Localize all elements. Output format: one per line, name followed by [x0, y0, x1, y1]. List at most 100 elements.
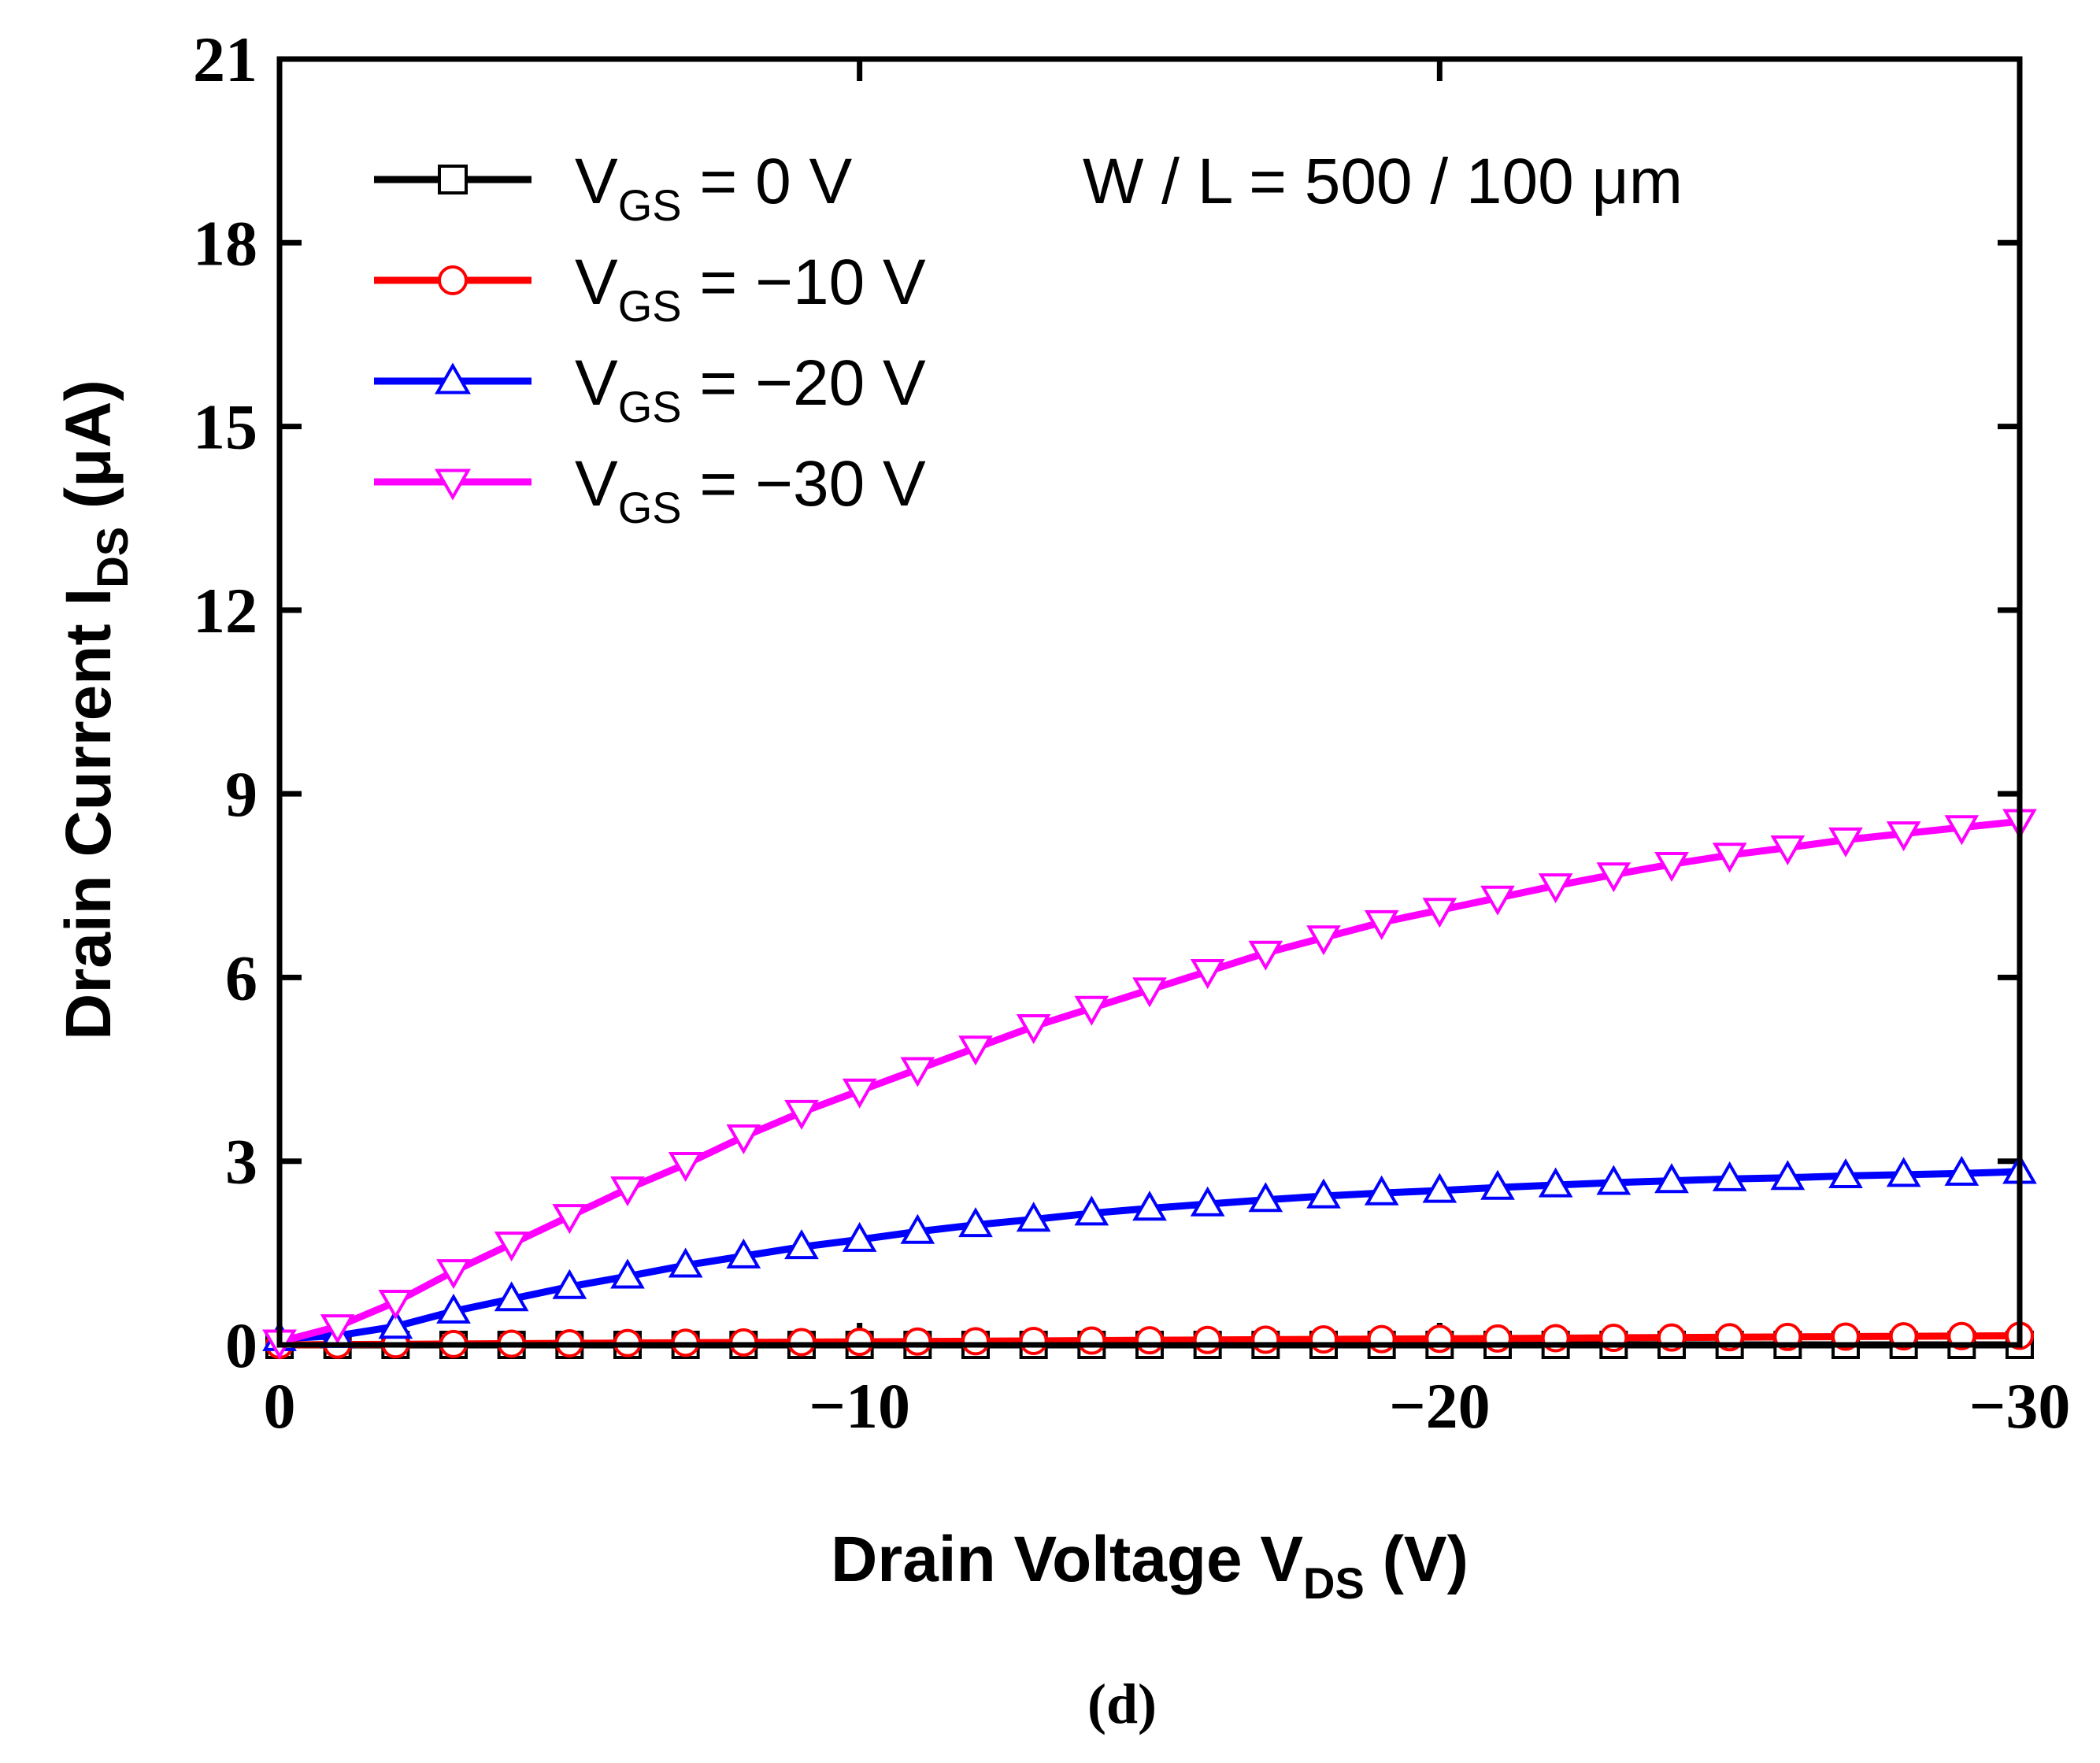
- y-tick-label: 0: [225, 1309, 257, 1381]
- x-tick-label: −30: [1969, 1370, 2071, 1442]
- data-point: [1309, 1325, 1338, 1354]
- data-point: [900, 1213, 935, 1244]
- data-point: [1422, 1172, 1457, 1203]
- series-2: [262, 1154, 2037, 1351]
- data-point: [1828, 1157, 1863, 1188]
- y-tick-label: 6: [225, 942, 257, 1013]
- data-point: [610, 1258, 645, 1289]
- x-axis-title: Drain Voltage VDS (V): [831, 1524, 1469, 1608]
- legend-label: VGS = −30 V: [575, 448, 926, 532]
- data-point: [1712, 843, 1747, 873]
- figure-caption: (d): [1087, 1672, 1157, 1735]
- data-point: [1770, 1160, 1806, 1191]
- data-point: [842, 1221, 877, 1252]
- data-point: [1712, 1161, 1747, 1191]
- data-point: [900, 1057, 935, 1087]
- legend: VGS = 0 V VGS = −10 V VGS = −20 V VGS = −30…: [374, 146, 926, 532]
- data-point: [1016, 1202, 1051, 1232]
- legend-item: VGS = 0 V: [374, 146, 852, 230]
- data-point: [1132, 1191, 1167, 1221]
- data-point: [1364, 1175, 1399, 1206]
- data-point: [552, 1269, 587, 1299]
- legend-label: VGS = −10 V: [575, 246, 926, 331]
- plot-frame: [276, 56, 2023, 1348]
- data-point: [845, 1328, 874, 1357]
- data-point: [784, 1229, 819, 1260]
- data-point: [1944, 815, 1980, 846]
- legend-label: VGS = 0 V: [575, 146, 852, 230]
- data-point: [1074, 995, 1109, 1026]
- legend-item: VGS = −20 V: [374, 347, 926, 431]
- data-point: [726, 1124, 761, 1155]
- legend-item: VGS = −10 V: [374, 246, 926, 331]
- data-point: [958, 1035, 993, 1066]
- data-point: [434, 469, 472, 501]
- y-tick-label: 9: [225, 758, 257, 830]
- data-point: [1074, 1195, 1109, 1226]
- data-point: [1538, 873, 1573, 904]
- data-point: [1654, 1163, 1689, 1194]
- data-point: [436, 1259, 471, 1290]
- data-point: [961, 1327, 990, 1356]
- legend-label: VGS = −20 V: [575, 347, 926, 431]
- data-point: [842, 1078, 877, 1109]
- data-point: [1886, 821, 1921, 852]
- data-point: [1538, 1167, 1573, 1198]
- x-tick-label: 0: [264, 1370, 296, 1442]
- data-point: [1828, 827, 1863, 857]
- data-point: [1306, 925, 1341, 956]
- data-point: [1193, 1325, 1222, 1354]
- data-point: [1367, 1324, 1396, 1354]
- series-1: [265, 1321, 2034, 1359]
- data-point: [1306, 1178, 1341, 1209]
- y-axis-title: Drain Current IDS (μA): [53, 380, 137, 1040]
- y-tick-label: 12: [193, 575, 257, 646]
- data-point: [438, 165, 468, 194]
- device-dimension-annotation: W / L = 500 / 100 μm: [1083, 146, 1683, 217]
- data-point: [438, 265, 468, 295]
- legend-item: VGS = −30 V: [374, 448, 926, 532]
- data-point: [434, 362, 472, 394]
- data-point: [494, 1281, 529, 1312]
- data-point: [1886, 1157, 1921, 1187]
- x-tick-label: −20: [1389, 1370, 1491, 1442]
- data-point: [1944, 1155, 1980, 1186]
- data-point: [378, 1289, 413, 1320]
- data-point: [1480, 885, 1515, 916]
- y-tick-label: 15: [193, 391, 257, 463]
- plot-series: [262, 809, 2037, 1360]
- data-point: [903, 1327, 932, 1356]
- data-point: [494, 1232, 529, 1262]
- data-point: [1190, 1186, 1225, 1217]
- tick-labels: 0 3 6 9 12 15 18 21 0 −10 −20 −30: [193, 24, 2070, 1442]
- data-point: [1077, 1326, 1106, 1355]
- data-point: [1480, 1169, 1515, 1200]
- data-point: [1019, 1326, 1048, 1355]
- data-point: [610, 1176, 645, 1207]
- series-line: [278, 817, 2020, 1346]
- data-point: [320, 1314, 355, 1345]
- data-point: [1190, 959, 1225, 990]
- data-point: [1654, 851, 1689, 882]
- data-point: [668, 1152, 703, 1183]
- data-point: [1364, 909, 1399, 940]
- data-point: [726, 1238, 761, 1269]
- data-point: [436, 1293, 471, 1324]
- series-3: [262, 809, 2037, 1360]
- data-point: [1596, 1165, 1631, 1195]
- data-point: [958, 1207, 993, 1238]
- data-point: [378, 1309, 413, 1339]
- data-point: [1422, 898, 1457, 928]
- y-tick-label: 3: [225, 1126, 257, 1198]
- tick-marks: [276, 56, 2023, 1348]
- data-point: [1016, 1014, 1051, 1045]
- data-point: [1135, 1326, 1164, 1355]
- data-point: [1132, 977, 1167, 1008]
- x-tick-label: −10: [809, 1370, 910, 1442]
- data-point: [1251, 1325, 1280, 1354]
- data-point: [1248, 940, 1283, 971]
- y-tick-label: 21: [193, 24, 257, 95]
- data-point: [784, 1099, 819, 1130]
- data-point: [1248, 1182, 1283, 1213]
